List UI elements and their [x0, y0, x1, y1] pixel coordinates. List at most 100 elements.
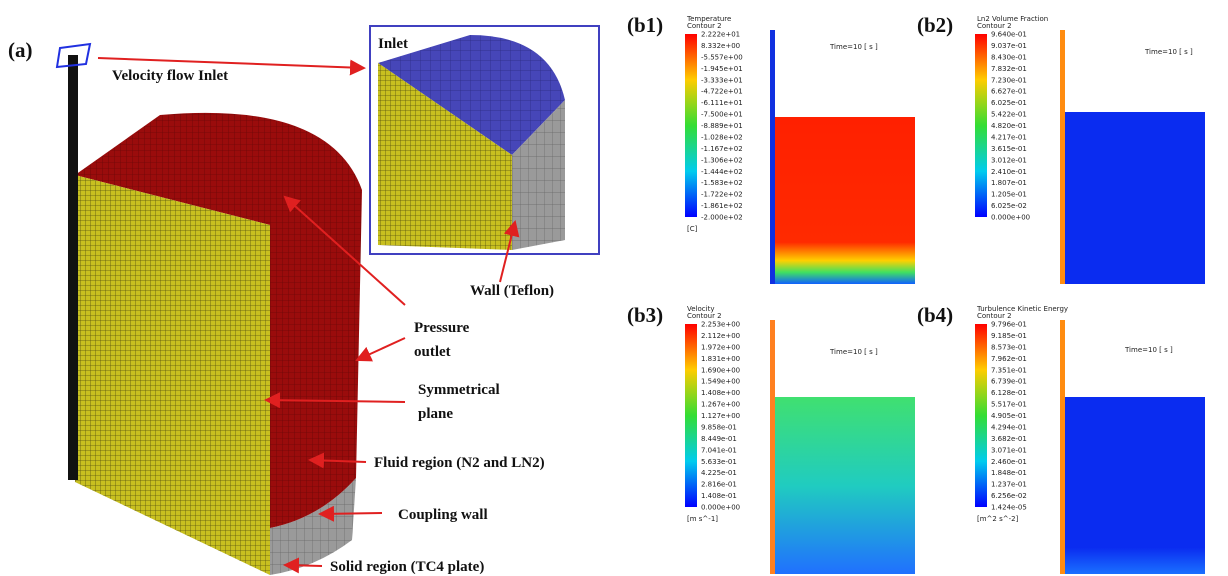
- colorbar-tick-label: -1.167e+02: [701, 145, 743, 153]
- colorbar-tick-label: 1.127e+00: [701, 412, 740, 420]
- colorbar: [685, 324, 697, 507]
- colorbar-tick-label: 6.025e-01: [991, 99, 1027, 107]
- colorbar-tick-label: 9.037e-01: [991, 42, 1027, 50]
- colorbar-tick-label: 8.430e-01: [991, 53, 1027, 61]
- plot-subtitle: Contour 2: [687, 22, 722, 30]
- colorbar: [975, 34, 987, 217]
- label: Wall (Teflon): [470, 283, 554, 299]
- colorbar-tick-label: 0.000e+00: [991, 214, 1030, 222]
- colorbar-tick-label: -1.583e+02: [701, 179, 743, 187]
- inlet-pipe: [68, 55, 78, 480]
- tube: [1060, 320, 1065, 574]
- panel-label: (b2): [917, 13, 953, 37]
- colorbar-tick-label: 2.460e-01: [991, 458, 1027, 466]
- time-label: Time=10 [ s ]: [1144, 48, 1193, 56]
- colorbar-tick-label: 4.820e-01: [991, 122, 1027, 130]
- label: Inlet: [378, 36, 408, 52]
- colorbar-tick-label: 6.128e-01: [991, 389, 1027, 397]
- time-label: Time=10 [ s ]: [829, 43, 878, 51]
- colorbar-tick-label: 7.351e-01: [991, 366, 1027, 374]
- colorbar-tick-label: 2.112e+00: [701, 332, 740, 340]
- label: outlet: [414, 344, 451, 360]
- symmetry-plane: [75, 175, 270, 575]
- colorbar-tick-label: -5.557e+00: [701, 53, 743, 61]
- colorbar-tick-label: 6.739e-01: [991, 378, 1027, 386]
- colorbar-tick-label: 4.225e-01: [701, 469, 737, 477]
- colorbar-tick-label: -1.861e+02: [701, 202, 743, 210]
- time-label: Time=10 [ s ]: [1124, 346, 1173, 354]
- colorbar-tick-label: 1.972e+00: [701, 343, 740, 351]
- colorbar-tick-label: 1.237e-01: [991, 481, 1027, 489]
- colorbar-tick-label: -1.444e+02: [701, 168, 743, 176]
- panel-label: (b1): [627, 13, 663, 37]
- colorbar-tick-label: 9.185e-01: [991, 332, 1027, 340]
- colorbar-tick-label: 9.858e-01: [701, 423, 737, 431]
- time-label: Time=10 [ s ]: [829, 348, 878, 356]
- colorbar-tick-label: 2.253e+00: [701, 321, 740, 329]
- colorbar-tick-label: 5.422e-01: [991, 111, 1027, 119]
- contour-field: [1065, 112, 1205, 284]
- colorbar-tick-label: 7.230e-01: [991, 76, 1027, 84]
- colorbar-tick-label: 2.222e+01: [701, 31, 740, 39]
- colorbar-tick-label: 4.905e-01: [991, 412, 1027, 420]
- panel-a: (a) Velocity flow Inlet Inlet Wall (Tefl…: [8, 26, 599, 575]
- colorbar-tick-label: 6.025e-02: [991, 202, 1027, 210]
- colorbar-tick-label: 3.071e-01: [991, 446, 1027, 454]
- label: plane: [418, 406, 453, 422]
- colorbar-tick-label: 4.294e-01: [991, 423, 1027, 431]
- colorbar-tick-label: 2.816e-01: [701, 481, 737, 489]
- tube: [770, 320, 775, 574]
- colorbar-tick-label: -1.028e+02: [701, 133, 743, 141]
- label: Fluid region (N2 and LN2): [374, 455, 545, 471]
- colorbar-tick-label: 9.796e-01: [991, 321, 1027, 329]
- colorbar-tick-label: 8.573e-01: [991, 343, 1027, 351]
- colorbar-tick-label: 3.012e-01: [991, 156, 1027, 164]
- colorbar-tick-label: -1.306e+02: [701, 156, 743, 164]
- panel-label: (a): [8, 38, 33, 62]
- arrow: [98, 58, 364, 68]
- colorbar-tick-label: 1.424e-05: [991, 504, 1027, 512]
- colorbar-tick-label: 1.831e+00: [701, 355, 740, 363]
- colorbar-tick-label: -1.722e+02: [701, 191, 743, 199]
- panel-label: (b4): [917, 303, 953, 327]
- label: Coupling wall: [398, 507, 488, 523]
- colorbar-tick-label: 1.807e-01: [991, 179, 1027, 187]
- colorbar-tick-label: 6.627e-01: [991, 88, 1027, 96]
- plot-subtitle: Contour 2: [977, 22, 1012, 30]
- colorbar-unit: [m^2 s^-2]: [977, 515, 1019, 523]
- colorbar-tick-label: -6.111e+01: [701, 99, 743, 107]
- arrow: [320, 513, 382, 514]
- plot-subtitle: Contour 2: [687, 312, 722, 320]
- label: Pressure: [414, 320, 470, 336]
- colorbar-tick-label: 1.267e+00: [701, 401, 740, 409]
- colorbar-tick-label: 1.848e-01: [991, 469, 1027, 477]
- colorbar-tick-label: 2.410e-01: [991, 168, 1027, 176]
- colorbar-tick-label: -4.722e+01: [701, 88, 743, 96]
- colorbar-tick-label: -2.000e+02: [701, 214, 743, 222]
- colorbar-tick-label: 9.640e-01: [991, 31, 1027, 39]
- colorbar-tick-label: 5.517e-01: [991, 401, 1027, 409]
- tube: [1060, 30, 1065, 284]
- colorbar-tick-label: -1.945e+01: [701, 65, 743, 73]
- label: Velocity flow Inlet: [112, 68, 228, 84]
- colorbar-tick-label: 8.332e+00: [701, 42, 740, 50]
- colorbar-tick-label: -7.500e+01: [701, 111, 743, 119]
- colorbar-tick-label: 1.690e+00: [701, 366, 740, 374]
- colorbar-unit: [C]: [687, 225, 698, 233]
- colorbar-unit: [m s^-1]: [687, 515, 718, 523]
- colorbar-tick-label: 0.000e+00: [701, 504, 740, 512]
- colorbar-tick-label: 3.615e-01: [991, 145, 1027, 153]
- colorbar-tick-label: 1.408e-01: [701, 492, 737, 500]
- colorbar-tick-label: 1.408e+00: [701, 389, 740, 397]
- contour-field: [775, 117, 915, 284]
- colorbar-tick-label: 1.549e+00: [701, 378, 740, 386]
- arrow: [357, 338, 405, 360]
- arrow: [285, 565, 322, 566]
- label: Solid region (TC4 plate): [330, 559, 484, 575]
- colorbar: [685, 34, 697, 217]
- plot-subtitle: Contour 2: [977, 312, 1012, 320]
- contour-field: [1065, 397, 1205, 574]
